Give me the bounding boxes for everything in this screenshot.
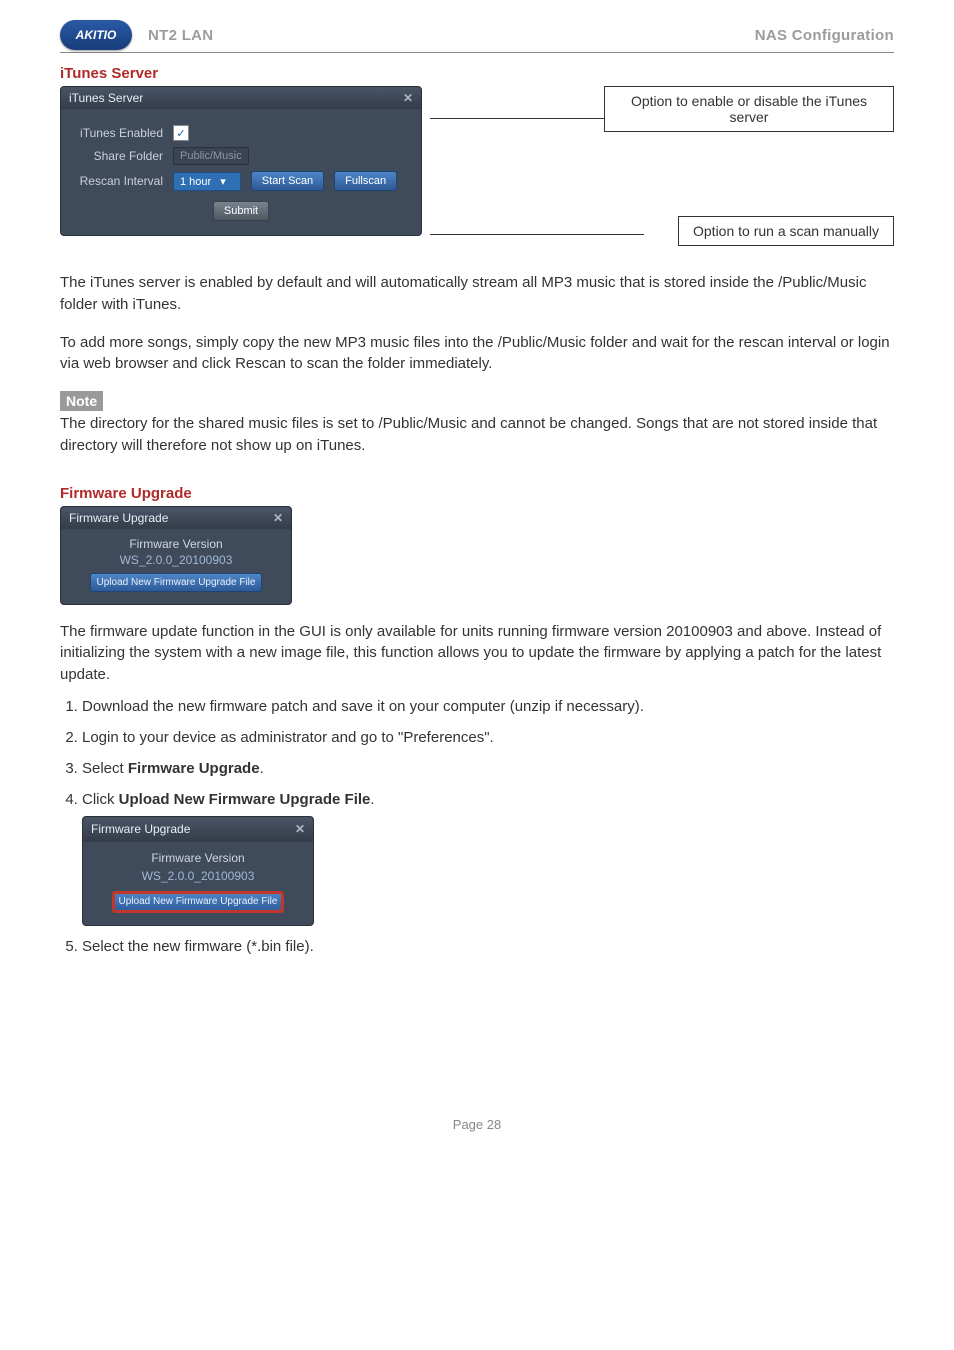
firmware-paragraph: The firmware update function in the GUI … xyxy=(60,621,894,686)
firmware-panel-1-title: Firmware Upgrade xyxy=(69,511,168,525)
brand-logo: AKITIO xyxy=(60,20,132,50)
close-icon[interactable]: ✕ xyxy=(273,511,283,525)
step-3: Select Firmware Upgrade. xyxy=(82,758,894,779)
firmware-panel-1: Firmware Upgrade ✕ Firmware Version WS_2… xyxy=(60,506,292,605)
note-text: The directory for the shared music files… xyxy=(60,413,894,457)
itunes-enabled-checkbox[interactable]: ✓ xyxy=(173,125,189,141)
itunes-panel: iTunes Server ✕ iTunes Enabled ✓ Share F… xyxy=(60,86,422,236)
submit-button[interactable]: Submit xyxy=(213,201,269,221)
firmware-panel-2-titlebar: Firmware Upgrade ✕ xyxy=(83,817,313,842)
firmware-panel-2: Firmware Upgrade ✕ Firmware Version WS_2… xyxy=(82,816,314,926)
rescan-interval-value: 1 hour xyxy=(180,176,211,188)
share-folder-field[interactable]: Public/Music xyxy=(173,147,249,165)
step-4-post: . xyxy=(370,791,374,808)
callout-line-2 xyxy=(430,234,644,235)
label-rescan-interval: Rescan Interval xyxy=(73,174,163,188)
firmware-version-value-2: WS_2.0.0_20100903 xyxy=(93,868,303,885)
step-3-post: . xyxy=(260,760,264,777)
step-5: Select the new firmware (*.bin file). xyxy=(82,936,894,957)
brand-logo-text: AKITIO xyxy=(76,28,117,42)
itunes-section-title: iTunes Server xyxy=(60,65,894,82)
label-itunes-enabled: iTunes Enabled xyxy=(73,126,163,140)
note-badge: Note xyxy=(60,391,103,411)
rescan-interval-select[interactable]: 1 hour ▾ xyxy=(173,172,241,191)
firmware-steps-list: Download the new firmware patch and save… xyxy=(82,696,894,957)
step-2: Login to your device as administrator an… xyxy=(82,727,894,748)
step-1: Download the new firmware patch and save… xyxy=(82,696,894,717)
callout-scan-manually: Option to run a scan manually xyxy=(678,216,894,246)
itunes-panel-title: iTunes Server xyxy=(69,91,143,105)
product-name: NT2 LAN xyxy=(148,27,213,44)
step-3-bold: Firmware Upgrade xyxy=(128,760,260,777)
step-4-pre: Click xyxy=(82,791,119,808)
itunes-paragraph-1: The iTunes server is enabled by default … xyxy=(60,272,894,316)
firmware-section-title: Firmware Upgrade xyxy=(60,485,894,502)
step-4: Click Upload New Firmware Upgrade File. … xyxy=(82,789,894,926)
chevron-down-icon: ▾ xyxy=(220,176,226,188)
page-footer: Page 28 xyxy=(60,1117,894,1132)
label-share-folder: Share Folder xyxy=(73,149,163,163)
upload-firmware-button-highlighted[interactable]: Upload New Firmware Upgrade File xyxy=(112,891,285,913)
page-header: AKITIO NT2 LAN NAS Configuration xyxy=(60,20,894,53)
close-icon[interactable]: ✕ xyxy=(295,821,305,838)
firmware-version-value: WS_2.0.0_20100903 xyxy=(71,553,281,567)
step-4-bold: Upload New Firmware Upgrade File xyxy=(119,791,371,808)
start-scan-button[interactable]: Start Scan xyxy=(251,171,324,191)
check-icon: ✓ xyxy=(176,127,185,140)
callout-enable-disable: Option to enable or disable the iTunes s… xyxy=(604,86,894,132)
itunes-paragraph-2: To add more songs, simply copy the new M… xyxy=(60,332,894,376)
upload-firmware-button[interactable]: Upload New Firmware Upgrade File xyxy=(90,573,263,592)
step-3-pre: Select xyxy=(82,760,128,777)
fullscan-button[interactable]: Fullscan xyxy=(334,171,397,191)
firmware-version-label-2: Firmware Version xyxy=(93,850,303,867)
firmware-panel-1-titlebar: Firmware Upgrade ✕ xyxy=(61,507,291,529)
callout-area: Option to enable or disable the iTunes s… xyxy=(430,86,894,256)
itunes-panel-titlebar: iTunes Server ✕ xyxy=(61,87,421,109)
firmware-version-label: Firmware Version xyxy=(71,537,281,551)
close-icon[interactable]: ✕ xyxy=(403,91,413,105)
firmware-panel-2-title: Firmware Upgrade xyxy=(91,821,190,838)
section-name: NAS Configuration xyxy=(755,27,894,44)
